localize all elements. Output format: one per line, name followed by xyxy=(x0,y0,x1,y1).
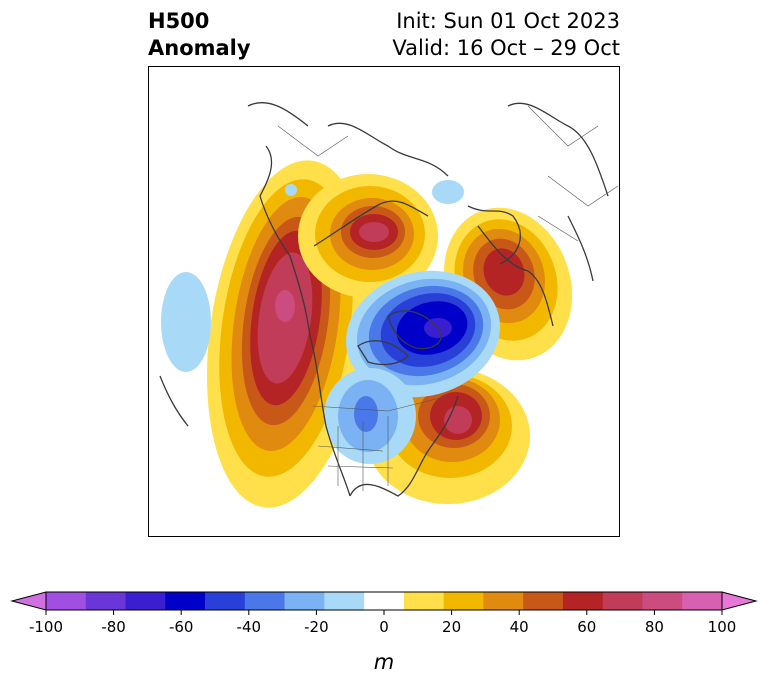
colorbar-tick-label: 100 xyxy=(708,618,737,636)
trough-polar xyxy=(345,270,501,398)
colorbar-cell xyxy=(443,592,484,610)
colorbar-cell xyxy=(284,592,325,610)
colorbar-arrow-high xyxy=(721,591,758,611)
coastlines xyxy=(159,101,609,497)
ridge-east xyxy=(443,207,573,361)
colorbar-cell xyxy=(165,592,206,610)
init-date: Init: Sun 01 Oct 2023 xyxy=(396,9,620,33)
colorbar-cell xyxy=(244,592,285,610)
colorbar-ticks: -100 -80 -60 -40 -20 0 20 40 60 80 100 xyxy=(29,610,736,636)
trough-alaska xyxy=(285,184,297,196)
colorbar-cell xyxy=(403,592,444,610)
colorbar-tick-label: -80 xyxy=(101,618,126,636)
colorbar-cell xyxy=(85,592,126,610)
colorbar-cell xyxy=(125,592,166,610)
title-field: Anomaly xyxy=(148,36,251,60)
colorbar-tick-label: 20 xyxy=(442,618,461,636)
colorbar-tick-label: -20 xyxy=(304,618,329,636)
colorbar-cell xyxy=(682,592,723,610)
colorbar-cell xyxy=(642,592,683,610)
colorbar-cell xyxy=(562,592,604,610)
colorbar-tick-label: -60 xyxy=(169,618,194,636)
valid-range: Valid: 16 Oct – 29 Oct xyxy=(392,36,620,60)
colorbar-cell xyxy=(364,592,405,610)
colorbar-arrow-low xyxy=(10,591,47,611)
colorbar-cell xyxy=(483,592,524,610)
trough-central-pacific xyxy=(161,272,211,372)
colorbar-tick-label: -40 xyxy=(237,618,262,636)
colorbar: -100 -80 -60 -40 -20 0 20 40 60 80 100 m xyxy=(10,591,758,674)
colorbar-cell xyxy=(46,592,87,610)
colorbar-tick-label: 80 xyxy=(645,618,664,636)
colorbar-tick-label: 60 xyxy=(577,618,596,636)
ridge-north xyxy=(298,174,438,298)
title-variable: H500 xyxy=(148,9,210,33)
map-title: H500 Anomaly xyxy=(148,8,251,62)
colorbar-cell xyxy=(205,592,246,610)
political-borders xyxy=(277,105,619,491)
colorbar-cell xyxy=(602,592,643,610)
trough-arctic xyxy=(432,180,464,204)
colorbar-cell xyxy=(324,592,365,610)
colorbar-tick-label: -100 xyxy=(29,618,63,636)
colorbar-label: m xyxy=(374,650,394,674)
trough-north-america xyxy=(324,368,416,464)
anomaly-map xyxy=(148,66,620,537)
map-dates: Init: Sun 01 Oct 2023 Valid: 16 Oct – 29… xyxy=(392,8,620,62)
colorbar-cells xyxy=(10,591,758,611)
colorbar-tick-label: 40 xyxy=(510,618,529,636)
colorbar-cell xyxy=(523,592,564,610)
colorbar-tick-label: 0 xyxy=(379,618,389,636)
